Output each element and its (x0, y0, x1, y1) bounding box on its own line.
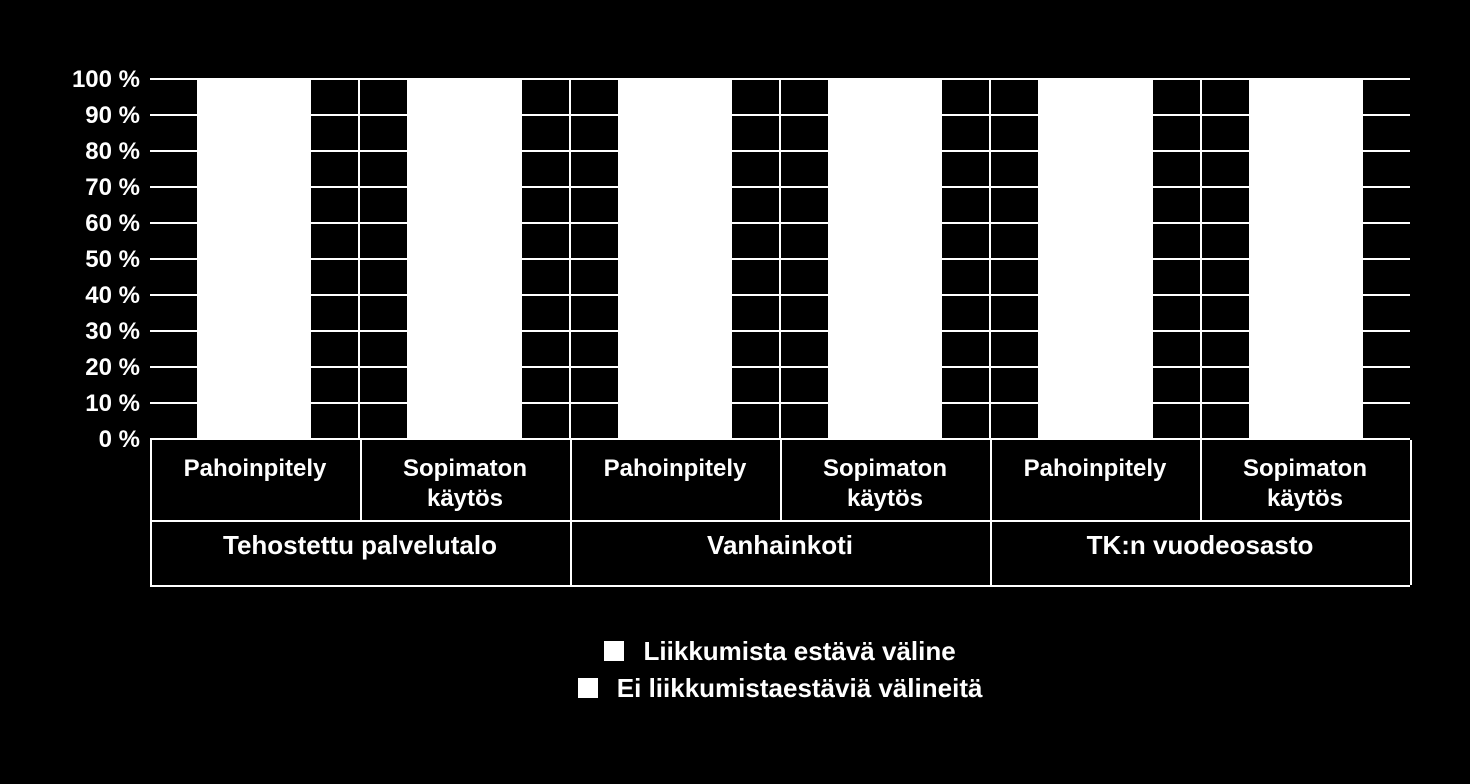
chart: 0 % 10 % 20 % 30 % 40 % 50 % 60 % 70 % 8… (40, 60, 1430, 710)
y-tick-label: 30 % (85, 318, 150, 346)
x-sub-label-text: Pahoinpitely (604, 455, 747, 482)
axis-separator (150, 585, 1410, 587)
x-sub-label: Pahoinpitely (570, 450, 780, 514)
x-sub-label-text: käytös (427, 485, 503, 512)
y-tick-label: 90 % (85, 102, 150, 130)
x-sub-label-text: käytös (847, 485, 923, 512)
bar (828, 80, 943, 440)
y-tick-label: 40 % (85, 282, 150, 310)
subgroup (150, 80, 360, 440)
y-tick-label: 70 % (85, 174, 150, 202)
x-sub-label-text: käytös (1267, 485, 1343, 512)
x-sub-label: Sopimaton käytös (780, 450, 990, 514)
x-group-label: Tehostettu palvelutalo (150, 530, 570, 561)
axis-separator (1410, 440, 1412, 585)
bar-groups (150, 80, 1410, 440)
bar (618, 80, 733, 440)
x-sub-label-text: Sopimaton (823, 455, 947, 482)
y-tick-label: 10 % (85, 390, 150, 418)
x-group-label: TK:n vuodeosasto (990, 530, 1410, 561)
subgroup (781, 80, 989, 440)
group (991, 80, 1410, 440)
x-sub-label: Sopimaton käytös (360, 450, 570, 514)
x-sub-labels: Pahoinpitely Sopimaton käytös Pahoinpite… (150, 450, 1410, 514)
legend-item: Ei liikkumistaestäviä välineitä (150, 673, 1410, 704)
y-tick-label: 100 % (72, 66, 150, 94)
group (571, 80, 992, 440)
legend-swatch-icon (578, 678, 598, 698)
x-group-labels: Tehostettu palvelutalo Vanhainkoti TK:n … (150, 530, 1410, 561)
plot-area: 0 % 10 % 20 % 30 % 40 % 50 % 60 % 70 % 8… (150, 80, 1410, 440)
group (150, 80, 571, 440)
x-sub-label-text: Pahoinpitely (184, 455, 327, 482)
bar (1038, 80, 1153, 440)
subgroup (360, 80, 568, 440)
subgroup (991, 80, 1201, 440)
legend-item: Liikkumista estävä väline (150, 636, 1410, 667)
y-tick-label: 60 % (85, 210, 150, 238)
legend: Liikkumista estävä väline Ei liikkumista… (150, 630, 1410, 710)
subgroup (1202, 80, 1410, 440)
x-sub-label-text: Sopimaton (403, 455, 527, 482)
bar (1249, 80, 1364, 440)
y-tick-label: 50 % (85, 246, 150, 274)
y-tick-label: 0 % (99, 426, 150, 454)
x-sub-label: Sopimaton käytös (1200, 450, 1410, 514)
bar (407, 80, 522, 440)
subgroup (571, 80, 781, 440)
legend-label: Ei liikkumistaestäviä välineitä (617, 673, 983, 703)
y-tick-label: 20 % (85, 354, 150, 382)
axis-separator (150, 520, 1410, 522)
x-group-label: Vanhainkoti (570, 530, 990, 561)
y-tick-label: 80 % (85, 138, 150, 166)
x-sub-label: Pahoinpitely (990, 450, 1200, 514)
legend-label: Liikkumista estävä väline (644, 636, 956, 666)
legend-swatch-icon (604, 641, 624, 661)
x-sub-label-text: Pahoinpitely (1024, 455, 1167, 482)
x-sub-label-text: Sopimaton (1243, 455, 1367, 482)
bar (197, 80, 312, 440)
x-sub-label: Pahoinpitely (150, 450, 360, 514)
